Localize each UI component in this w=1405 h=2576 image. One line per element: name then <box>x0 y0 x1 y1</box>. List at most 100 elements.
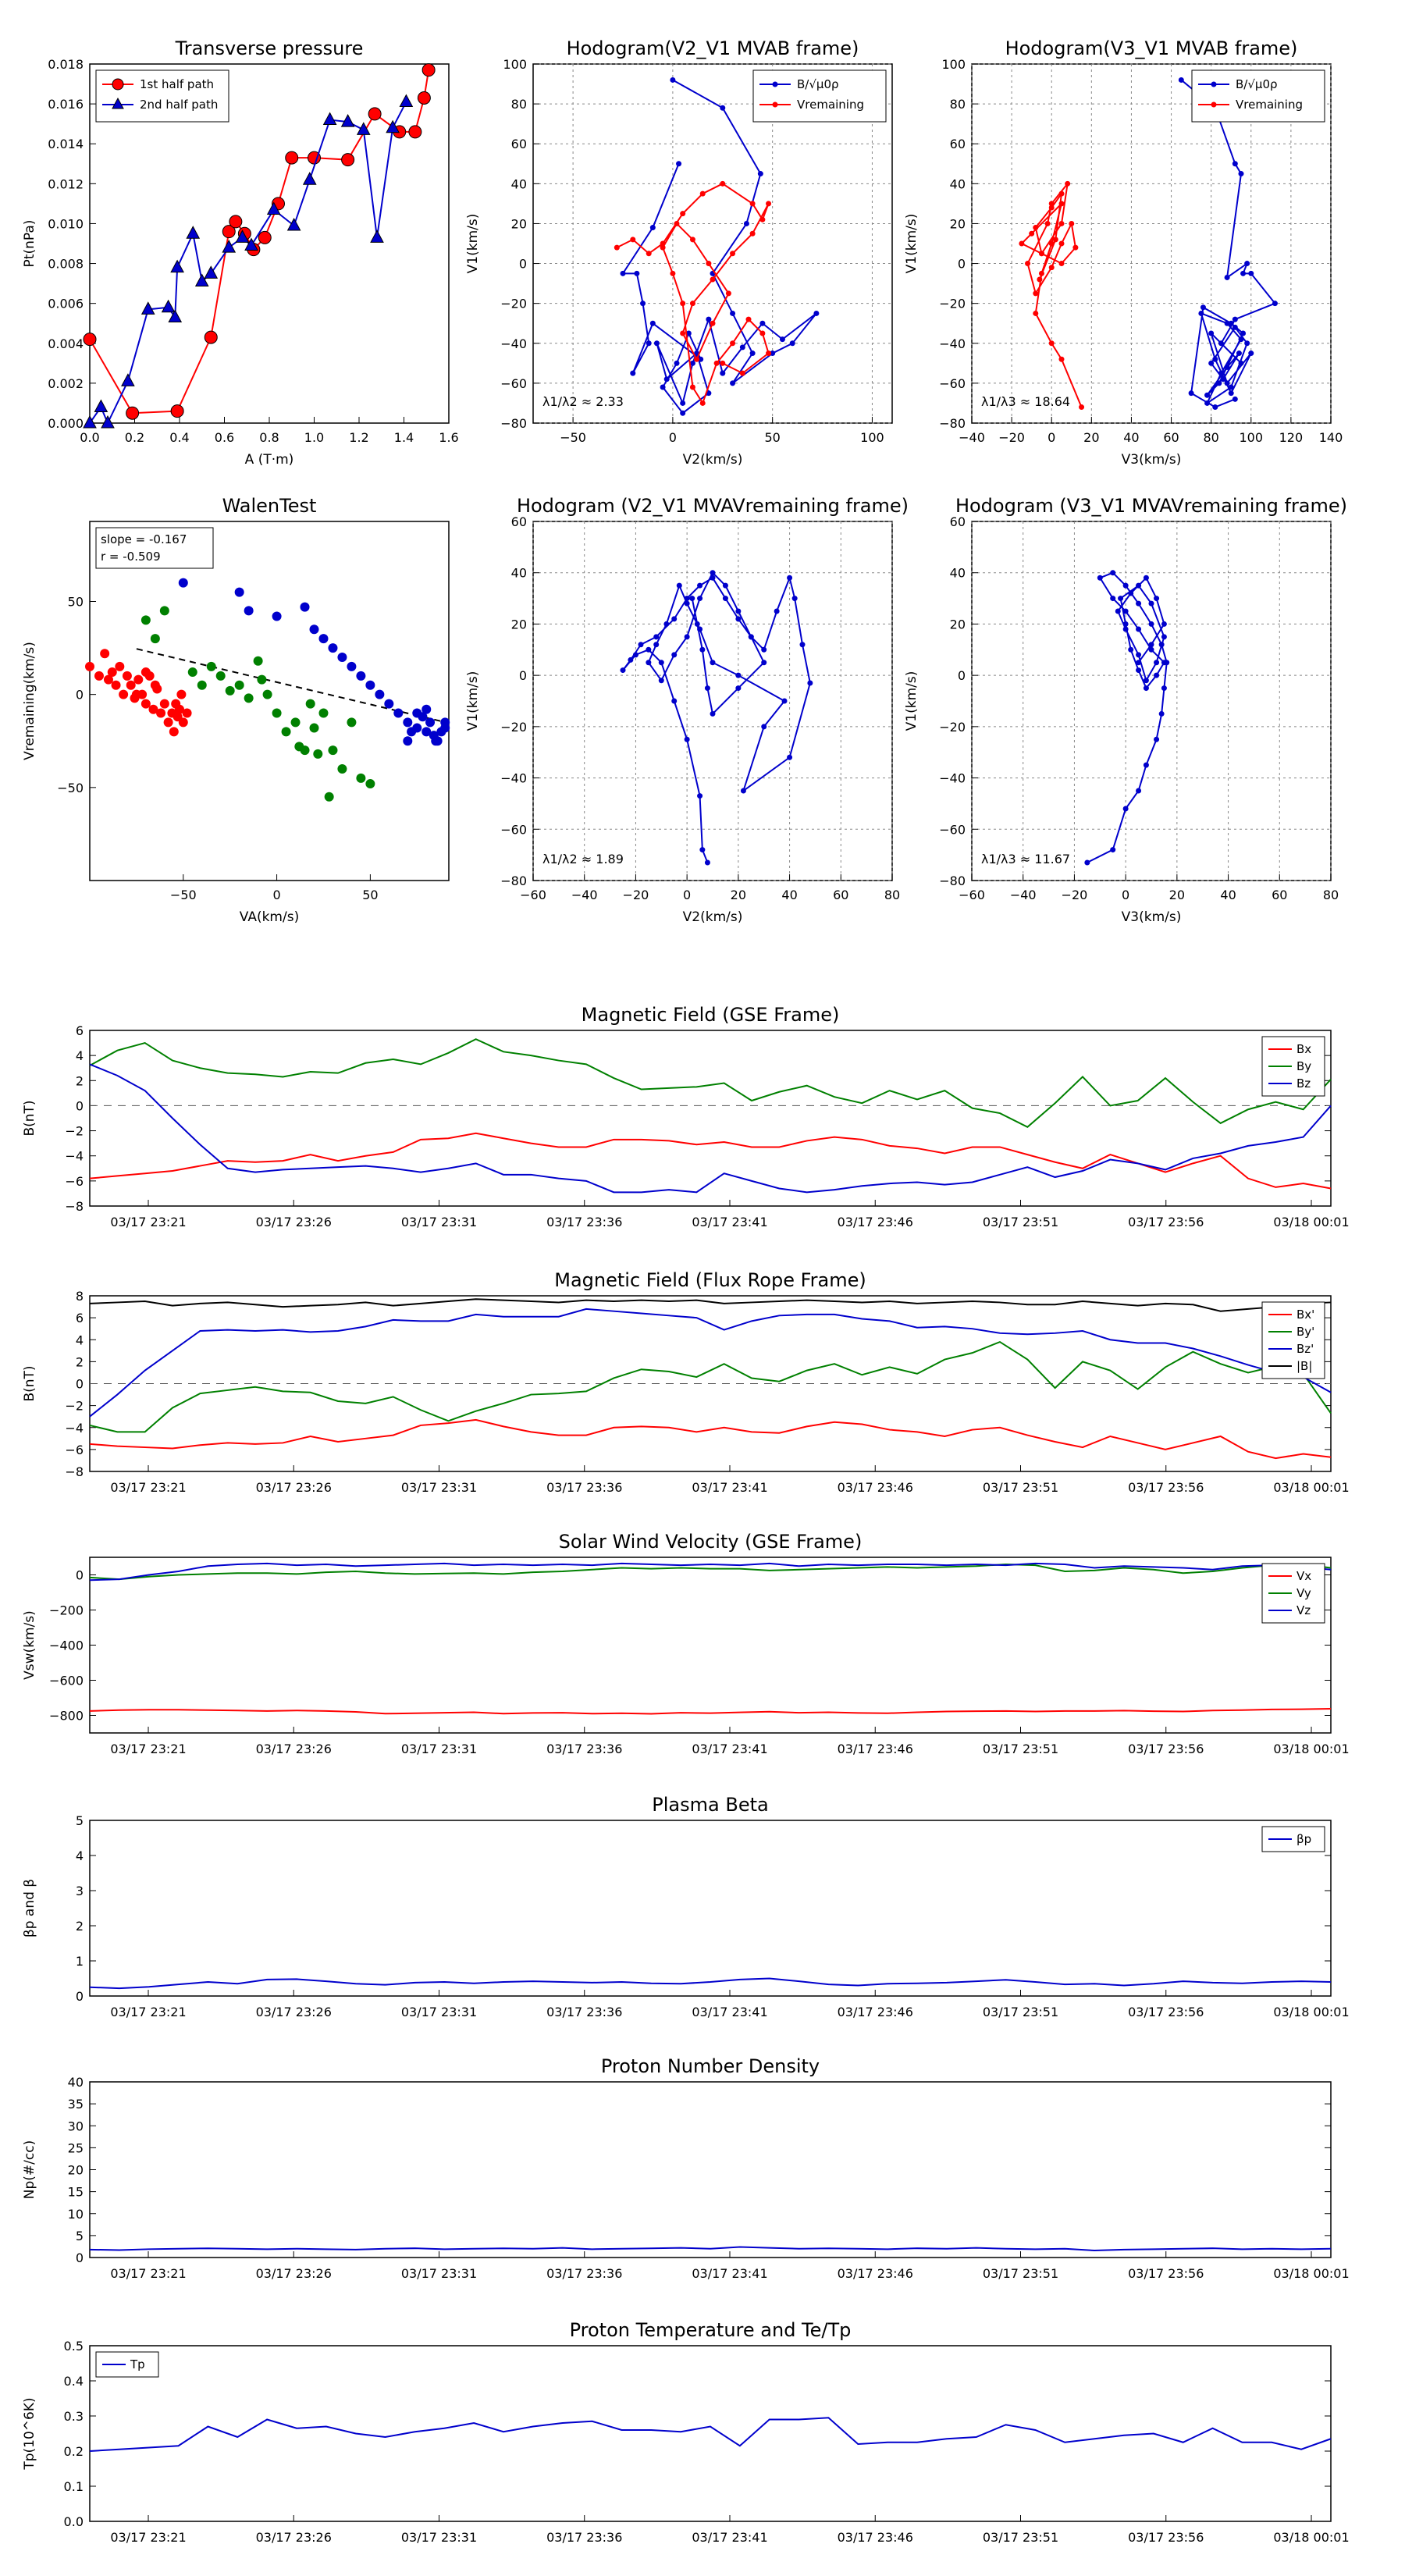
data-point <box>121 373 135 386</box>
data-point <box>761 660 767 666</box>
x-tick-label: 03/17 23:26 <box>256 2005 332 2019</box>
legend-label: Vremaining <box>1236 98 1303 112</box>
data-point <box>706 261 712 267</box>
data-point <box>660 384 666 390</box>
data-point <box>1248 270 1254 276</box>
data-point <box>739 370 745 376</box>
data-point <box>1037 276 1043 283</box>
y-tick-label: 60 <box>950 514 966 529</box>
x-tick-label: 20 <box>1083 430 1099 445</box>
data-point <box>1038 270 1044 276</box>
y-tick-label: 80 <box>950 97 966 112</box>
legend-label: βp <box>1297 1832 1311 1846</box>
data-point <box>119 689 129 699</box>
data-point <box>1188 390 1194 397</box>
y-tick-label: 0.1 <box>64 2479 84 2494</box>
data-point <box>774 608 780 614</box>
data-point <box>770 350 776 357</box>
data-point <box>676 582 682 589</box>
data-point <box>1084 859 1090 866</box>
legend-box <box>95 2351 159 2378</box>
y-tick-label: −80 <box>939 873 966 888</box>
y-tick-label: −60 <box>500 822 527 837</box>
data-point <box>684 736 690 742</box>
data-point <box>1228 390 1234 397</box>
y-tick-label: 5 <box>76 1813 84 1828</box>
y-tick-label: −2 <box>65 1399 84 1414</box>
x-tick-label: 03/17 23:26 <box>256 1742 332 1756</box>
chart-title: Hodogram(V2_V1 MVAB frame) <box>567 37 859 59</box>
y-tick-label: 0 <box>76 1989 84 2004</box>
y-tick-label: −40 <box>500 771 527 786</box>
data-point <box>1208 360 1215 366</box>
data-point <box>653 340 660 347</box>
plot-frame <box>89 2345 1332 2522</box>
legend: B/√μ0ρ Vremaining <box>1191 69 1325 123</box>
legend-box <box>1261 1301 1325 1379</box>
y-axis-label: V1(km/s) <box>904 671 919 731</box>
data-point <box>680 400 686 406</box>
data-point <box>1143 575 1149 581</box>
y-tick-label: −600 <box>49 1674 84 1688</box>
data-point <box>630 237 636 243</box>
y-tick-label: 0 <box>519 668 527 683</box>
data-point <box>300 745 310 756</box>
x-tick-label: −20 <box>623 888 649 902</box>
data-point <box>749 201 756 207</box>
data-point <box>328 745 338 756</box>
y-tick-label: 60 <box>511 137 527 151</box>
x-tick-label: 03/17 23:36 <box>546 1215 622 1229</box>
x-tick-label: 03/17 23:41 <box>692 1215 767 1229</box>
data-point <box>694 356 700 362</box>
data-point <box>745 316 752 322</box>
y-tick-label: 35 <box>68 2097 84 2112</box>
x-tick-label: 40 <box>1220 888 1236 902</box>
data-point <box>408 125 422 139</box>
y-tick-label: 0 <box>76 688 84 703</box>
data-point <box>370 229 384 243</box>
data-point <box>1136 660 1142 666</box>
data-point <box>163 717 173 728</box>
data-point <box>1069 220 1075 226</box>
chart-proton_density: Proton Number Density Np(#/cc) 03/17 23:21… <box>22 2055 1350 2281</box>
data-point <box>766 201 772 207</box>
data-point <box>787 754 793 760</box>
plot-frame <box>971 521 1332 881</box>
data-point <box>253 656 263 666</box>
x-tick-label: 03/17 23:21 <box>110 1215 186 1229</box>
y-tick-label: 60 <box>950 137 966 151</box>
data-point <box>685 330 692 336</box>
data-point <box>170 259 184 273</box>
chart-title: Transverse pressure <box>175 37 364 59</box>
data-point <box>730 251 736 257</box>
data-point <box>356 122 371 135</box>
data-point <box>730 380 736 386</box>
data-point <box>83 333 97 347</box>
data-point <box>1048 340 1055 347</box>
x-tick-label: 1.2 <box>349 430 368 445</box>
data-point <box>720 360 726 366</box>
x-tick-label: 80 <box>1323 888 1339 902</box>
data-point <box>356 671 366 681</box>
y-tick-label: 50 <box>68 594 84 609</box>
data-point <box>222 225 236 239</box>
y-tick-label: 25 <box>68 2140 84 2155</box>
data-point <box>1212 356 1218 362</box>
y-tick-label: −2 <box>65 1124 84 1139</box>
data-point <box>710 575 716 581</box>
y-tick-label: 0 <box>958 257 966 272</box>
y-tick-label: −40 <box>939 771 966 786</box>
y-axis-label: V1(km/s) <box>465 671 481 731</box>
data-point <box>1143 762 1149 768</box>
y-axis-label: B(nT) <box>22 1100 37 1136</box>
legend-marker <box>772 101 778 108</box>
data-point <box>309 624 319 635</box>
data-point <box>1072 244 1079 251</box>
data-point <box>1136 582 1142 589</box>
data-point <box>384 699 394 709</box>
x-tick-label: −50 <box>170 888 197 902</box>
x-tick-label: 40 <box>781 888 797 902</box>
x-tick-label: 03/18 00:01 <box>1273 1742 1349 1756</box>
data-point <box>680 330 686 336</box>
plot-frame <box>89 1820 1332 1997</box>
